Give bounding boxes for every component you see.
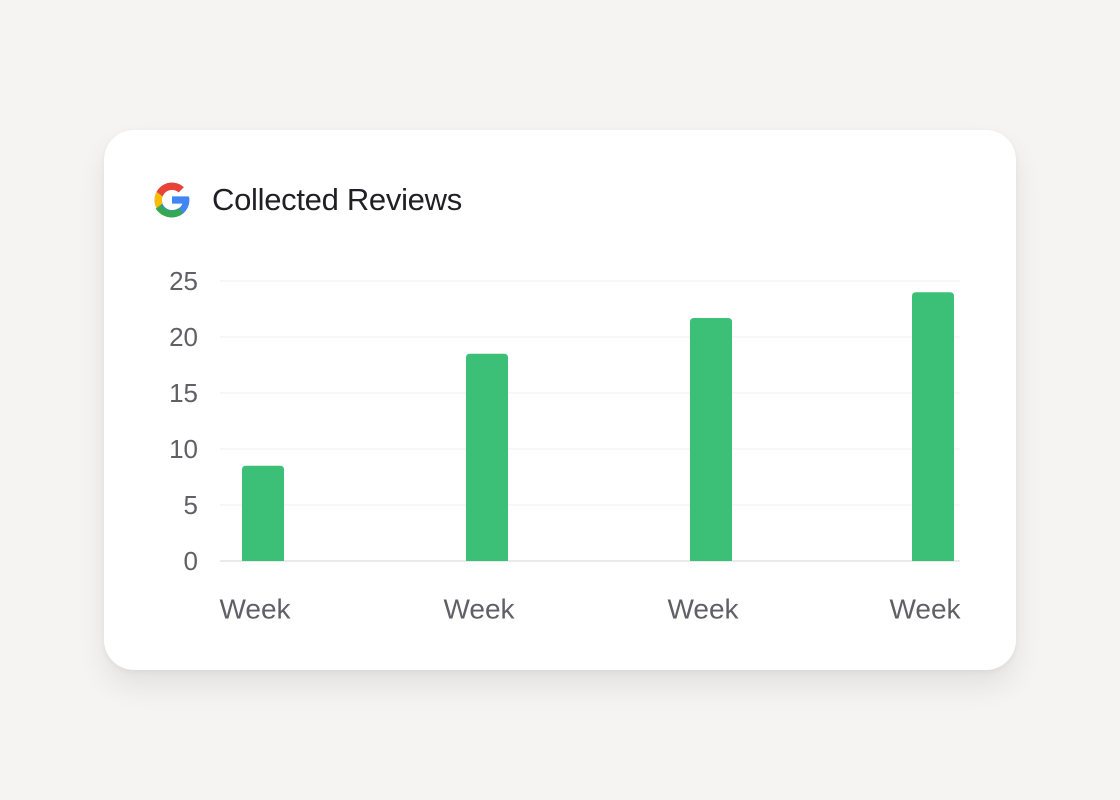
google-g-icon [154, 182, 190, 218]
y-tick-label: 25 [169, 266, 198, 296]
bar [912, 292, 954, 561]
bar [242, 465, 284, 561]
reviews-card: Collected Reviews 0 5 10 15 20 25 Week Week Week… [104, 130, 1016, 670]
card-header: Collected Reviews [150, 178, 462, 222]
bar [690, 317, 732, 561]
x-tick-label: Week [889, 594, 961, 625]
y-tick-label: 15 [169, 378, 198, 408]
y-tick-label: 5 [184, 490, 198, 520]
x-tick-label: Week [219, 594, 291, 625]
y-tick-label: 10 [169, 434, 198, 464]
y-tick-label: 0 [184, 546, 198, 576]
bar [466, 353, 508, 561]
bar-chart: 0 5 10 15 20 25 Week Week Week Week [169, 266, 961, 625]
x-tick-label: Week [667, 594, 739, 625]
x-tick-label: Week [443, 594, 515, 625]
y-tick-label: 20 [169, 322, 198, 352]
chart-title: Collected Reviews [212, 182, 462, 217]
